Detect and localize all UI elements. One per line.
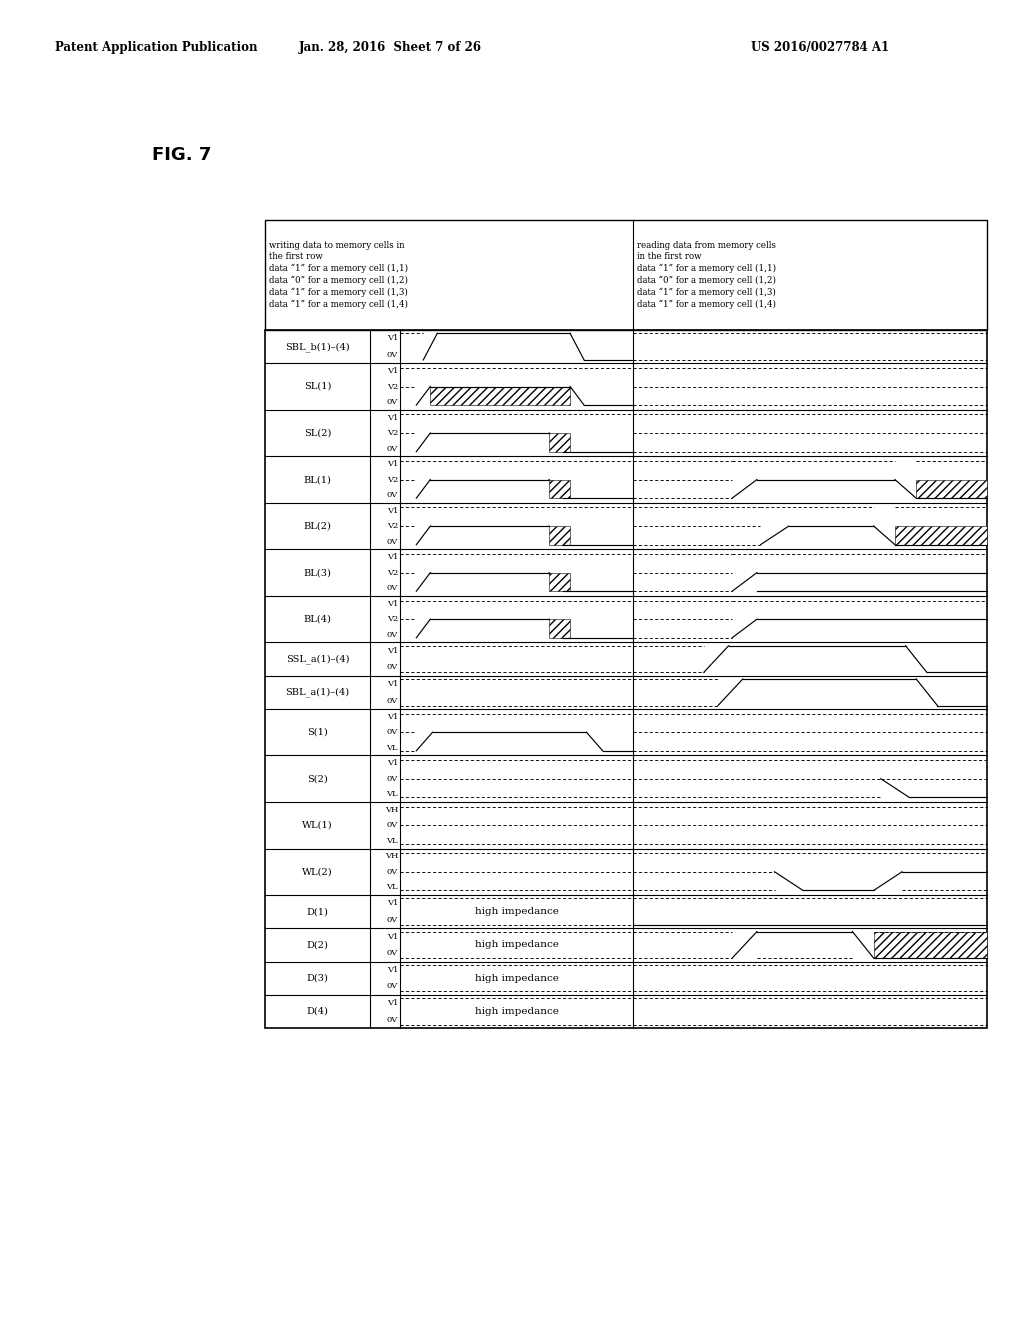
Text: 0V: 0V — [387, 821, 398, 829]
Text: 0V: 0V — [387, 445, 398, 453]
Text: 0V: 0V — [387, 867, 398, 875]
Polygon shape — [916, 479, 987, 498]
Text: V1: V1 — [387, 933, 398, 941]
Polygon shape — [549, 479, 570, 498]
Text: V1: V1 — [387, 461, 398, 469]
Text: V1: V1 — [387, 713, 398, 721]
Text: V2: V2 — [387, 569, 398, 577]
Text: 0V: 0V — [387, 537, 398, 545]
Text: D(3): D(3) — [306, 974, 329, 982]
Text: V2: V2 — [387, 523, 398, 531]
Text: V1: V1 — [387, 553, 398, 561]
Text: high impedance: high impedance — [474, 940, 558, 949]
Text: VL: VL — [386, 743, 398, 751]
Text: BL(1): BL(1) — [303, 475, 332, 484]
Text: BL(4): BL(4) — [303, 615, 332, 623]
Text: V2: V2 — [387, 475, 398, 483]
Text: VH: VH — [385, 805, 398, 813]
Text: V1: V1 — [387, 759, 398, 767]
Text: V1: V1 — [387, 647, 398, 655]
Text: 0V: 0V — [387, 631, 398, 639]
Text: V1: V1 — [387, 334, 398, 342]
Polygon shape — [549, 433, 570, 451]
Polygon shape — [549, 619, 570, 638]
Text: V1: V1 — [387, 899, 398, 907]
Text: FIG. 7: FIG. 7 — [152, 147, 211, 164]
Text: V1: V1 — [387, 966, 398, 974]
Text: 0V: 0V — [387, 399, 398, 407]
Text: 0V: 0V — [387, 491, 398, 499]
Text: BL(2): BL(2) — [303, 521, 332, 531]
Text: V1: V1 — [387, 507, 398, 515]
Bar — [265, 330, 987, 1028]
Text: VL: VL — [386, 883, 398, 891]
Text: V2: V2 — [387, 383, 398, 391]
Text: S(2): S(2) — [307, 775, 328, 783]
Text: D(2): D(2) — [306, 940, 329, 949]
Text: 0V: 0V — [387, 351, 398, 359]
Text: writing data to memory cells in
the first row
data “1” for a memory cell (1,1)
d: writing data to memory cells in the firs… — [269, 242, 409, 309]
Text: 0V: 0V — [387, 982, 398, 990]
Text: V1: V1 — [387, 680, 398, 688]
Polygon shape — [895, 527, 987, 545]
Text: V1: V1 — [387, 599, 398, 607]
Text: WL(1): WL(1) — [302, 821, 333, 830]
Polygon shape — [549, 527, 570, 545]
Polygon shape — [430, 387, 570, 405]
Text: 0V: 0V — [387, 916, 398, 924]
Text: D(1): D(1) — [306, 907, 329, 916]
Polygon shape — [549, 573, 570, 591]
Text: VL: VL — [386, 837, 398, 845]
Text: VL: VL — [386, 791, 398, 799]
Text: 0V: 0V — [387, 949, 398, 957]
Text: Patent Application Publication: Patent Application Publication — [55, 41, 257, 54]
Text: BL(3): BL(3) — [303, 568, 332, 577]
Text: SBL_a(1)–(4): SBL_a(1)–(4) — [286, 688, 349, 697]
Text: WL(2): WL(2) — [302, 867, 333, 876]
Text: V2: V2 — [387, 429, 398, 437]
Polygon shape — [873, 932, 987, 958]
Bar — [265, 220, 987, 330]
Text: 0V: 0V — [387, 1015, 398, 1024]
Text: SBL_b(1)–(4): SBL_b(1)–(4) — [286, 342, 350, 351]
Text: SL(1): SL(1) — [304, 381, 331, 391]
Text: high impedance: high impedance — [474, 907, 558, 916]
Text: 0V: 0V — [387, 697, 398, 705]
Text: 0V: 0V — [387, 585, 398, 593]
Text: Jan. 28, 2016  Sheet 7 of 26: Jan. 28, 2016 Sheet 7 of 26 — [299, 41, 481, 54]
Text: S(1): S(1) — [307, 727, 328, 737]
Text: high impedance: high impedance — [474, 1007, 558, 1016]
Text: SSL_a(1)–(4): SSL_a(1)–(4) — [286, 655, 349, 664]
Text: US 2016/0027784 A1: US 2016/0027784 A1 — [751, 41, 889, 54]
Text: 0V: 0V — [387, 664, 398, 672]
Text: reading data from memory cells
in the first row
data “1” for a memory cell (1,1): reading data from memory cells in the fi… — [637, 242, 776, 309]
Text: VH: VH — [385, 853, 398, 861]
Text: SL(2): SL(2) — [304, 429, 331, 437]
Text: 0V: 0V — [387, 775, 398, 783]
Text: 0V: 0V — [387, 729, 398, 737]
Text: high impedance: high impedance — [474, 974, 558, 982]
Text: V1: V1 — [387, 999, 398, 1007]
Text: V2: V2 — [387, 615, 398, 623]
Text: D(4): D(4) — [306, 1007, 329, 1016]
Text: V1: V1 — [387, 413, 398, 421]
Text: V1: V1 — [387, 367, 398, 375]
